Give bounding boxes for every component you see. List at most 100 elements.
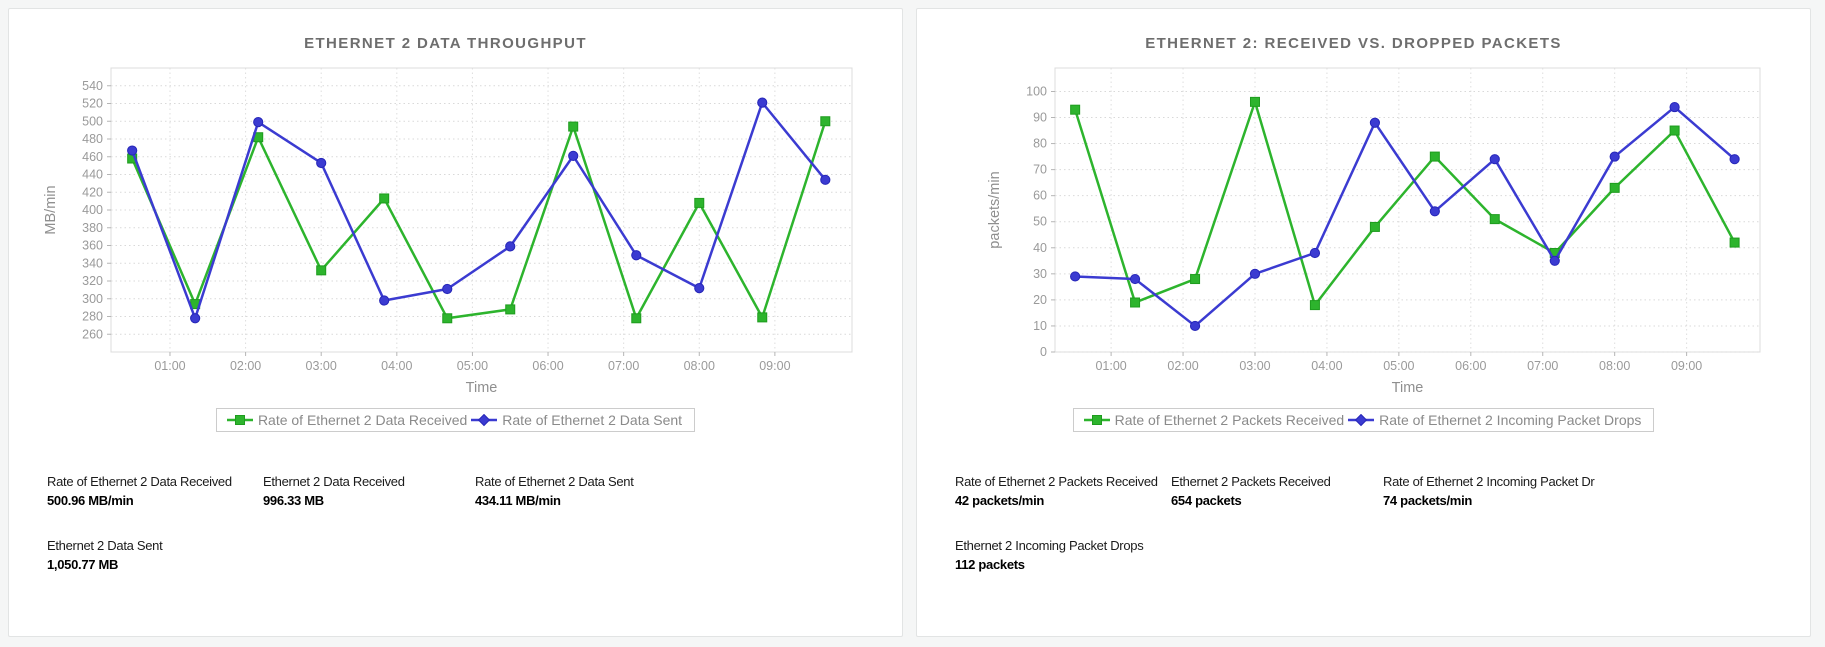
stat-value: 996.33 MB xyxy=(263,493,324,508)
data-point[interactable] xyxy=(379,295,390,306)
data-point[interactable] xyxy=(1609,182,1620,193)
legend-label: Rate of Ethernet 2 Incoming Packet Drops xyxy=(1379,412,1642,428)
stat-label: Ethernet 2 Data Sent xyxy=(47,538,163,553)
stat-label: Rate of Ethernet 2 Packets Received xyxy=(955,474,1158,489)
packets-chart[interactable]: 0 10 20 30 40 50 60 70 80 90 100 01:00 02:00 03:00 04:… xyxy=(917,56,1810,408)
legend-item[interactable]: Rate of Ethernet 2 Incoming Packet Drops xyxy=(1347,412,1641,428)
data-point[interactable] xyxy=(379,193,390,204)
legend-item[interactable]: Rate of Ethernet 2 Packets Received xyxy=(1083,412,1344,428)
y-tick-label: 260 xyxy=(82,327,103,341)
y-tick-label: 10 xyxy=(1033,319,1047,333)
data-point[interactable] xyxy=(442,313,453,324)
y-tick-label: 50 xyxy=(1033,215,1047,229)
legend-marker-circle-icon xyxy=(1348,413,1375,426)
data-point[interactable] xyxy=(757,312,768,323)
x-axis-label: Time xyxy=(466,380,498,396)
stat-label: Ethernet 2 Incoming Packet Drops xyxy=(955,538,1144,553)
data-point[interactable] xyxy=(1369,117,1381,128)
x-tick-label: 06:00 xyxy=(1455,359,1486,373)
y-tick-label: 460 xyxy=(82,150,103,164)
legend: Rate of Ethernet 2 Packets Received Rate … xyxy=(917,408,1810,432)
data-point[interactable] xyxy=(1309,247,1321,259)
data-point[interactable] xyxy=(1609,151,1620,162)
data-point[interactable] xyxy=(1729,237,1740,248)
y-tick-label: 440 xyxy=(82,168,103,182)
data-point[interactable] xyxy=(442,283,453,295)
data-point[interactable] xyxy=(1249,268,1261,279)
y-tick-label: 30 xyxy=(1033,267,1047,281)
data-point[interactable] xyxy=(568,121,579,132)
stat-item: Rate of Ethernet 2 Packets Received 42 pa… xyxy=(955,474,1171,508)
y-axis: 0 10 20 30 40 50 60 70 80 90 100 xyxy=(1026,84,1760,359)
data-point[interactable] xyxy=(1070,104,1081,115)
data-point[interactable] xyxy=(568,150,579,161)
y-tick-label: 340 xyxy=(82,256,103,270)
series-circle xyxy=(1070,101,1740,332)
stat-value: 1,050.77 MB xyxy=(47,557,119,572)
y-tick-label: 280 xyxy=(82,310,103,324)
y-tick-label: 100 xyxy=(1026,84,1047,98)
data-point[interactable] xyxy=(1070,271,1081,282)
data-point[interactable] xyxy=(631,313,642,324)
y-tick-label: 420 xyxy=(82,185,103,199)
data-point[interactable] xyxy=(190,313,201,324)
x-tick-label: 09:00 xyxy=(759,359,790,373)
data-point[interactable] xyxy=(1130,297,1141,308)
y-tick-label: 40 xyxy=(1033,241,1047,255)
legend-marker-circle-icon xyxy=(471,413,498,426)
stat-item: Rate of Ethernet 2 Data Received 500.96 M… xyxy=(47,474,263,508)
data-point[interactable] xyxy=(631,250,642,261)
data-point[interactable] xyxy=(820,116,831,127)
data-point[interactable] xyxy=(1429,206,1440,217)
data-point[interactable] xyxy=(1190,274,1201,285)
data-point[interactable] xyxy=(505,241,516,252)
data-point[interactable] xyxy=(694,283,705,294)
legend-label: Rate of Ethernet 2 Data Sent xyxy=(502,412,683,428)
data-point[interactable] xyxy=(1249,96,1260,107)
legend-item[interactable]: Rate of Ethernet 2 Data Sent xyxy=(470,412,682,428)
x-tick-label: 08:00 xyxy=(1599,359,1630,373)
plot-area xyxy=(1054,67,1761,353)
data-point[interactable] xyxy=(127,145,138,156)
series-line xyxy=(131,101,827,320)
data-point[interactable] xyxy=(316,265,327,276)
data-point[interactable] xyxy=(694,197,705,208)
x-tick-label: 08:00 xyxy=(684,359,715,373)
throughput-chart[interactable]: 260 280 300 320 340 360 380 400 420 440 460 480 500 5… xyxy=(9,56,902,408)
x-tick-label: 04:00 xyxy=(381,359,412,373)
stat-label: Ethernet 2 Packets Received xyxy=(1171,474,1331,489)
data-point[interactable] xyxy=(1129,273,1141,285)
series-circle xyxy=(127,97,831,324)
data-point[interactable] xyxy=(1369,221,1380,232)
data-point[interactable] xyxy=(1729,154,1740,165)
y-tick-label: 500 xyxy=(82,114,103,128)
stat-label: Rate of Ethernet 2 Data Sent xyxy=(475,474,634,489)
data-point[interactable] xyxy=(316,157,327,169)
data-point[interactable] xyxy=(253,117,264,128)
x-tick-label: 02:00 xyxy=(1167,359,1198,373)
legend-item[interactable]: Rate of Ethernet 2 Data Received xyxy=(226,412,467,428)
series-line xyxy=(131,120,827,320)
data-point[interactable] xyxy=(1549,255,1560,266)
data-point[interactable] xyxy=(1429,151,1440,162)
x-tick-label: 06:00 xyxy=(532,359,563,373)
chart-title: ETHERNET 2: RECEIVED VS. DROPPED PACKETS xyxy=(1145,35,1562,52)
data-point[interactable] xyxy=(505,304,516,315)
x-tick-label: 09:00 xyxy=(1671,359,1702,373)
data-point[interactable] xyxy=(1489,154,1500,165)
stat-item: Ethernet 2 Data Sent 1,050.77 MB xyxy=(47,538,263,572)
data-point[interactable] xyxy=(1669,101,1680,113)
x-tick-label: 02:00 xyxy=(230,359,261,373)
stat-value: 74 packets/min xyxy=(1383,493,1473,508)
legend-label: Rate of Ethernet 2 Data Received xyxy=(257,412,468,428)
y-tick-label: 70 xyxy=(1033,163,1047,177)
series-square xyxy=(127,116,831,324)
stat-label: Rate of Ethernet 2 Data Received xyxy=(47,474,232,489)
data-point[interactable] xyxy=(757,97,768,108)
data-point[interactable] xyxy=(1669,125,1680,136)
data-point[interactable] xyxy=(1489,214,1500,225)
data-point[interactable] xyxy=(820,174,831,185)
data-point[interactable] xyxy=(1189,320,1201,332)
data-point[interactable] xyxy=(1309,300,1320,311)
